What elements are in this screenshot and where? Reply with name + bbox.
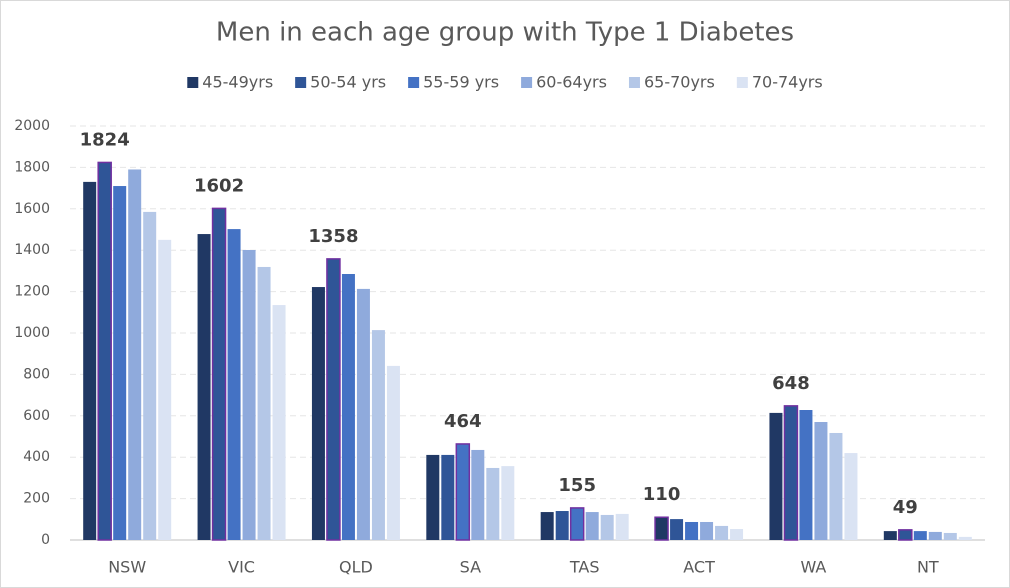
legend-label: 55-59 yrs: [423, 73, 499, 92]
bar: [356, 288, 370, 540]
legend-swatch: [408, 77, 420, 88]
data-label: 1358: [308, 226, 358, 247]
bar: [371, 330, 385, 540]
data-label: 155: [558, 475, 596, 496]
bar: [311, 287, 325, 540]
chart-title: Men in each age group with Type 1 Diabet…: [216, 18, 794, 48]
y-tick-label: 200: [23, 491, 50, 507]
y-tick-label: 400: [23, 449, 50, 465]
bar: [83, 181, 97, 540]
data-label: 464: [444, 411, 482, 432]
x-tick-label: SA: [460, 558, 481, 577]
y-tick-label: 2000: [14, 118, 50, 134]
bar: [958, 536, 972, 540]
x-tick-label: NSW: [108, 558, 146, 577]
x-tick-label: QLD: [339, 558, 373, 577]
x-tick-label: NT: [917, 558, 939, 577]
bar: [341, 274, 355, 540]
legend-swatch: [187, 77, 199, 88]
y-tick-label: 600: [23, 408, 50, 424]
legend-swatch: [628, 77, 640, 88]
y-tick-label: 800: [23, 366, 50, 382]
bar: [211, 207, 227, 541]
bar: [441, 454, 455, 540]
bar: [769, 412, 783, 540]
bar: [97, 161, 112, 541]
bar: [943, 532, 957, 540]
bar: [242, 249, 256, 541]
bar: [829, 432, 843, 540]
y-tick-label: 1200: [14, 284, 50, 300]
y-tick-label: 0: [41, 532, 50, 548]
bar: [654, 516, 669, 541]
bar: [486, 467, 500, 540]
bar: [128, 169, 142, 540]
legend-label: 60-64yrs: [536, 73, 607, 92]
bar: [326, 258, 341, 541]
legend-swatch: [295, 77, 307, 88]
bar: [585, 512, 599, 540]
bar: [783, 405, 799, 541]
bar: [615, 513, 629, 540]
bar: [257, 266, 271, 540]
bar: [569, 507, 585, 541]
legend-swatch: [521, 77, 533, 88]
bar: [555, 511, 569, 540]
bar: [600, 514, 614, 540]
bar: [143, 211, 157, 540]
bar: [913, 531, 927, 540]
legend-label: 45-49yrs: [202, 73, 273, 92]
x-tick-label: TAS: [569, 558, 600, 577]
bar: [685, 521, 699, 540]
data-label: 1602: [194, 175, 244, 196]
bar: [426, 454, 440, 540]
legend-label: 65-70yrs: [644, 73, 715, 92]
bar: [386, 365, 400, 540]
y-tick-label: 1600: [14, 201, 50, 217]
bar: [227, 229, 241, 540]
bar: [898, 529, 913, 541]
legend-label: 70-74yrs: [752, 73, 823, 92]
bar: [883, 531, 897, 540]
bar: [799, 410, 813, 540]
bar: [471, 449, 485, 540]
legend-label: 50-54 yrs: [310, 73, 386, 92]
bar: [197, 234, 211, 540]
bar: [455, 443, 471, 541]
bar: [540, 512, 554, 540]
bar: [501, 466, 515, 540]
data-label: 1824: [80, 129, 130, 150]
bar: [158, 239, 172, 540]
bar: [272, 305, 286, 540]
y-tick-label: 1000: [14, 325, 50, 341]
bar: [670, 519, 684, 540]
data-label: 648: [772, 373, 810, 394]
bar: [814, 422, 828, 540]
legend-swatch: [736, 77, 748, 88]
bar: [715, 525, 729, 540]
bar: [928, 531, 942, 540]
y-tick-label: 1800: [14, 159, 50, 175]
x-tick-label: WA: [800, 558, 826, 577]
bar: [700, 521, 714, 540]
x-tick-label: ACT: [683, 558, 715, 577]
x-tick-label: VIC: [228, 558, 255, 577]
data-label: 110: [643, 484, 681, 505]
data-label: 49: [893, 497, 918, 518]
bar: [113, 186, 127, 540]
bar: [844, 453, 858, 540]
bar: [730, 529, 744, 540]
y-tick-label: 1400: [14, 242, 50, 258]
